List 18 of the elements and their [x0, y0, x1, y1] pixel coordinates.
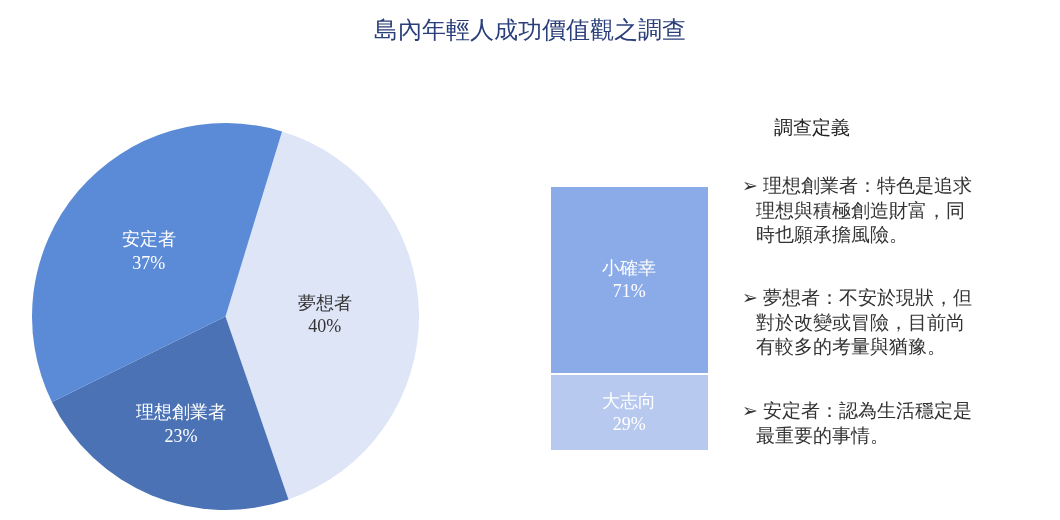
data-label: 40%: [308, 316, 342, 337]
pie-slice: [225, 131, 419, 500]
text: ➢ 夢想者：不安於現狀，但對於改變或冒險，目前尚有較多的考量與猶豫。: [742, 287, 972, 358]
text: 調查定義: [774, 117, 850, 138]
data-label: 23%: [164, 425, 198, 446]
pie-slice: [32, 123, 283, 402]
data-label: 29%: [612, 413, 646, 434]
data-label: 71%: [612, 281, 646, 302]
text: ➢ 理想創業者：特色是追求理想與積極創造財富，同時也願承擔風險。: [742, 175, 972, 246]
series-label: 小確幸: [602, 258, 657, 279]
series-label: 大志向: [602, 390, 657, 411]
text: ➢ 安定者：認為生活穩定是最重要的事情。: [742, 400, 972, 446]
slice-label: 夢想者: [297, 293, 352, 314]
pie-slice: [51, 316, 289, 510]
text: 島內年輕人成功價值觀之調查: [374, 15, 686, 44]
data-label: 37%: [132, 252, 166, 273]
slice-label: 理想創業者: [136, 402, 227, 423]
slice-label: 安定者: [121, 229, 176, 250]
